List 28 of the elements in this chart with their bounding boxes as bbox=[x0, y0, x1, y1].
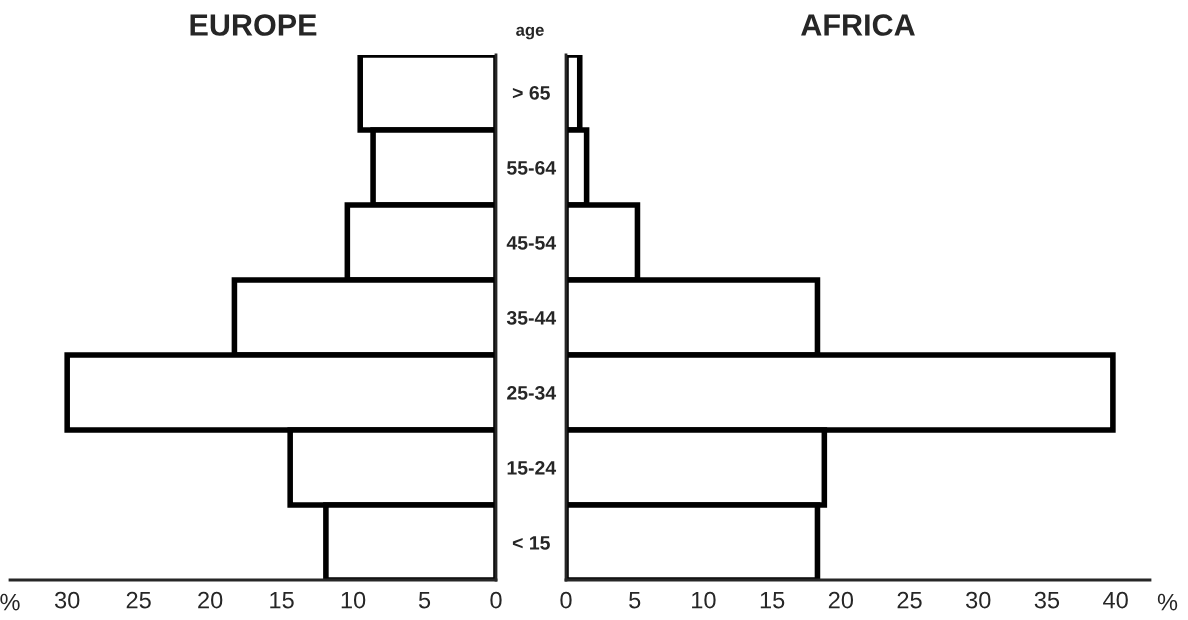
y-tick-label: 45-54 bbox=[506, 236, 557, 250]
x-tick-label: 25 bbox=[897, 591, 922, 609]
chart-title: AFRICA bbox=[801, 14, 915, 36]
x-tick-label: 15 bbox=[760, 591, 785, 609]
y-axis-title: age bbox=[516, 26, 544, 40]
x-tick-label: 30 bbox=[54, 591, 80, 609]
y-tick-label: 35-44 bbox=[506, 310, 557, 325]
y-tick-label: 15-24 bbox=[507, 460, 557, 475]
x-tick-label: 10 bbox=[341, 591, 366, 609]
x-tick-label: 10 bbox=[692, 591, 716, 609]
x-tick-label: 30 bbox=[966, 591, 991, 609]
x-tick-label: 35 bbox=[1034, 591, 1060, 609]
x-tick-label: 5 bbox=[418, 591, 431, 609]
x-tick-label: 20 bbox=[198, 591, 223, 609]
x-axis-title: % bbox=[0, 593, 20, 611]
y-tick-label: 55-64 bbox=[507, 160, 557, 175]
x-axis-title: % bbox=[1157, 593, 1178, 611]
chart-title: EUROPE bbox=[190, 14, 317, 36]
x-tick-label: 0 bbox=[490, 591, 502, 609]
y-tick-label: > 65 bbox=[512, 85, 550, 100]
x-tick-label: 25 bbox=[126, 591, 151, 609]
x-tick-label: 20 bbox=[828, 591, 854, 609]
y-tick-label: 25-34 bbox=[507, 385, 557, 400]
x-tick-label: 0 bbox=[560, 591, 572, 609]
y-tick-label: < 15 bbox=[512, 536, 550, 550]
x-tick-label: 15 bbox=[270, 591, 294, 609]
x-tick-label: 5 bbox=[629, 591, 641, 609]
x-tick-label: 40 bbox=[1103, 591, 1128, 609]
